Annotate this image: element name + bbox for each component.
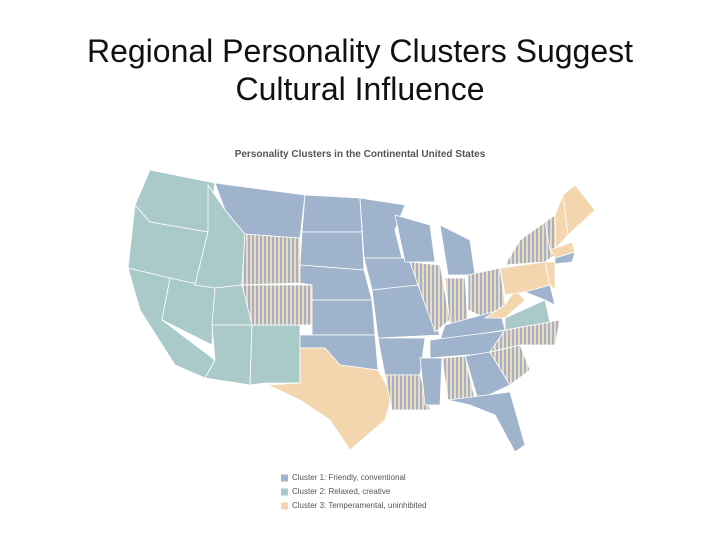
legend-swatch	[281, 474, 288, 482]
legend-swatch	[281, 488, 288, 496]
legend: Cluster 1: Friendly, conventional Cluster…	[281, 473, 427, 510]
legend-swatch	[281, 502, 288, 510]
map-title: Personality Clusters in the Continental …	[235, 149, 486, 160]
legend-label: Cluster 2: Relaxed, creative	[292, 487, 391, 496]
slide-title: Cultural Influence	[235, 71, 484, 107]
slide-title: Regional Personality Clusters Suggest	[87, 33, 633, 69]
legend-label: Cluster 1: Friendly, conventional	[292, 473, 406, 482]
legend-label: Cluster 3: Temperamental, uninhibited	[292, 501, 427, 510]
us-map	[127, 169, 596, 453]
